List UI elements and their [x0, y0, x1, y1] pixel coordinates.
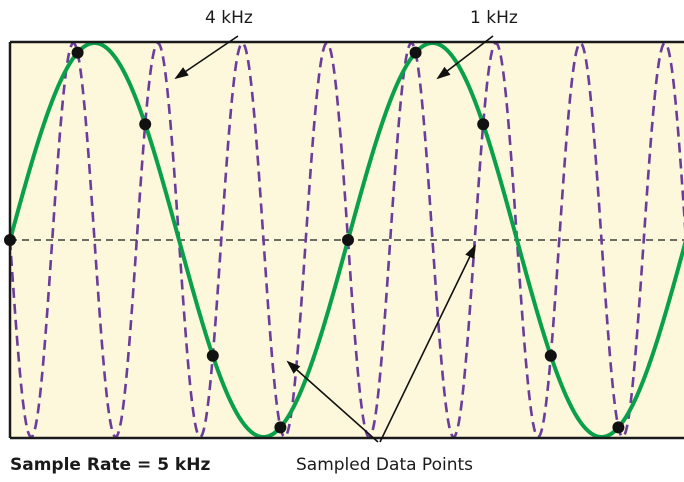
sample-point-0: [4, 234, 16, 246]
arrow-4khz: [174, 35, 239, 80]
label-1khz: 1 kHz: [470, 8, 518, 28]
sample-rate-separator: =: [131, 455, 158, 475]
sample-point-7: [477, 118, 490, 131]
sample-point-4: [274, 421, 287, 434]
sample-rate-label: Sample Rate = 5 kHz: [10, 455, 210, 475]
sample-point-5: [342, 234, 354, 246]
arrow-1khz: [436, 35, 494, 80]
label-4khz: 4 kHz: [205, 8, 253, 28]
slow-wave-1khz: [10, 42, 684, 438]
sample-point-9: [612, 421, 625, 434]
sampled-points-label: Sampled Data Points: [296, 455, 473, 475]
sample-points: [4, 46, 625, 434]
sample-point-1: [71, 46, 84, 59]
sample-point-3: [206, 349, 219, 362]
sample-point-8: [544, 349, 557, 362]
sample-rate-prefix: Sample Rate: [10, 455, 132, 475]
sample-point-6: [409, 46, 422, 59]
sample-point-2: [139, 118, 152, 131]
fast-wave-4khz: [10, 42, 684, 438]
sample-rate-value: 5 kHz: [157, 455, 211, 475]
arrow-sample-point-low: [286, 360, 379, 443]
arrow-sample-point-mid: [379, 244, 476, 443]
